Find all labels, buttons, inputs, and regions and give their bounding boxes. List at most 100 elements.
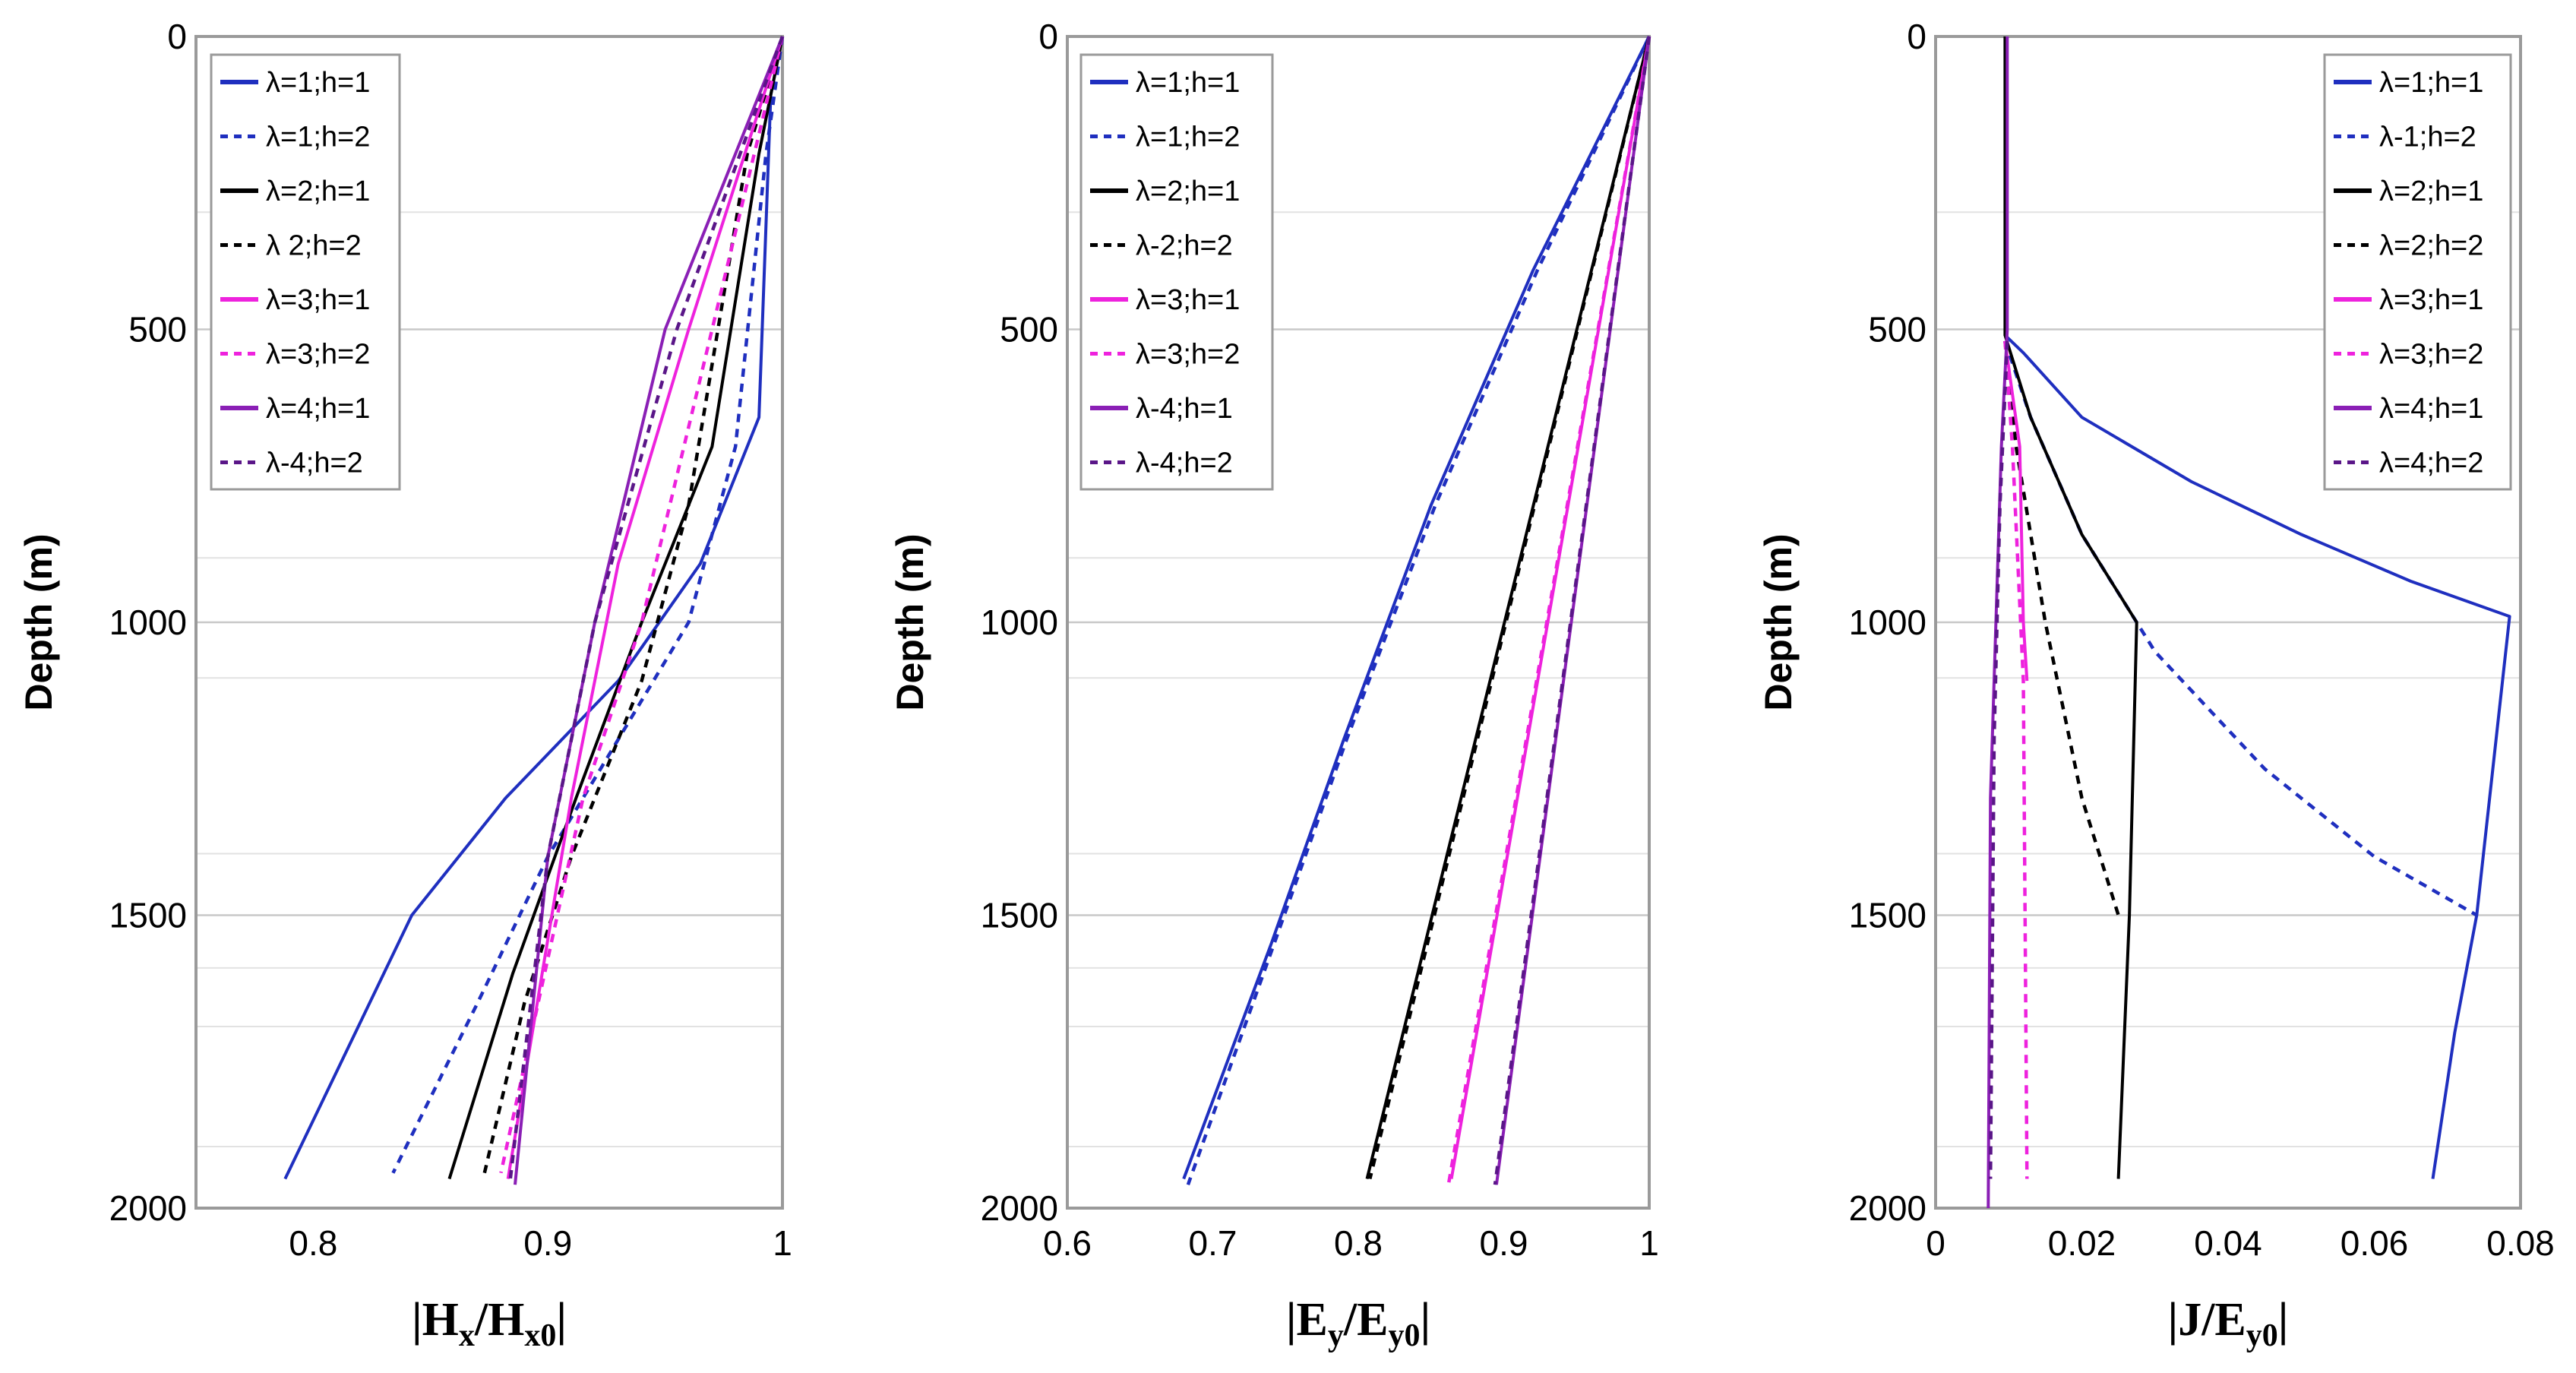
x-axis-label-part: /E	[1343, 1294, 1389, 1346]
x-axis-label-part: x0	[524, 1318, 556, 1353]
legend-entry: λ=2;h=1	[266, 176, 370, 207]
series-line-8	[1493, 36, 1651, 1185]
y-tick-label: 0	[167, 17, 187, 56]
legend-entry: λ=3;h=1	[2379, 284, 2483, 316]
x-axis-label-part: |	[1420, 1294, 1430, 1346]
x-axis-label-part: |	[2278, 1294, 2289, 1346]
legend-entry: λ=4;h=1	[2379, 393, 2483, 425]
x-tick-label: 0.08	[2486, 1223, 2555, 1263]
y-tick-label: 500	[128, 310, 187, 350]
legend-box	[1079, 53, 1274, 491]
plot-frame	[1934, 35, 2522, 1210]
series-line-5	[2003, 340, 2029, 682]
x-axis-label-part: y	[1328, 1318, 1344, 1353]
legend: λ=1;h=1 λ-1;h=2 λ=2;h=1 λ=2;h=2 λ=3;h=1 λ=3;h…	[2323, 53, 2512, 491]
legend-entry: λ=3;h=2	[2379, 339, 2483, 371]
legend-entry: λ=1;h=1	[2379, 67, 2483, 99]
x-tick-label: 0.06	[2341, 1223, 2409, 1263]
y-tick-label: 1000	[1849, 603, 1926, 642]
x-tick-label: 0.8	[1334, 1223, 1383, 1263]
x-axis-label-part: |H	[412, 1294, 459, 1346]
legend-entry: λ-4;h=2	[266, 448, 363, 479]
x-axis-label-part: x	[459, 1318, 475, 1353]
series-line-8	[508, 36, 785, 1179]
legend-entry: λ-4;h=2	[1136, 448, 1233, 479]
y-tick-label: 2000	[109, 1188, 187, 1228]
y-tick-label: 1500	[981, 896, 1058, 935]
series-line-4	[1368, 36, 1651, 1180]
legend-entry: λ=1;h=1	[1136, 67, 1240, 99]
x-axis-label-part: y0	[2246, 1318, 2278, 1353]
panel-3: 0 0.02 0.04 0.06 0.08 0 500 1000 1500 2000 Depth (…	[1757, 17, 2555, 1353]
x-axis-label-part: |E	[1286, 1294, 1328, 1346]
legend-box	[210, 53, 401, 491]
legend-entry: λ=3;h=1	[266, 284, 370, 316]
y-tick-label: 2000	[1849, 1188, 1926, 1228]
panel-1: 0.8 0.9 1 0 500 1000 1500 2000 Depth (m) |Hx/Hx0|…	[17, 17, 792, 1353]
series-line-7	[514, 36, 784, 1185]
x-axis-label-part: |J/E	[2168, 1294, 2246, 1346]
legend-entry: λ 2;h=2	[266, 230, 362, 262]
y-tick-label: 500	[1000, 310, 1058, 350]
x-axis-label-part: y0	[1388, 1318, 1420, 1353]
y-tick-label: 500	[1868, 310, 1926, 350]
x-tick-label: 0.7	[1189, 1223, 1237, 1263]
series-line-3	[1365, 36, 1651, 1179]
x-tick-label: 0.02	[2048, 1223, 2116, 1263]
panel-2: 0.6 0.7 0.8 0.9 1 0 500 1000 1500 2000 Depth (m) |E…	[889, 17, 1659, 1353]
legend-entry: λ=3;h=2	[266, 339, 370, 371]
legend-entry: λ=3;h=2	[1136, 339, 1240, 371]
x-axis-label-part: /H	[474, 1294, 524, 1346]
series-line-6	[2003, 340, 2029, 1179]
legend-entry: λ=2;h=1	[1136, 176, 1240, 207]
y-tick-label: 1000	[109, 603, 187, 642]
y-tick-label: 2000	[981, 1188, 1058, 1228]
x-tick-label: 0.6	[1043, 1223, 1092, 1263]
y-tick-label: 0	[1038, 17, 1058, 56]
x-axis-label: |Hx/Hx0|	[412, 1294, 567, 1353]
plot-frame	[194, 35, 784, 1210]
y-axis-label: Depth (m)	[889, 533, 931, 710]
legend-entry: λ-1;h=2	[2379, 122, 2476, 153]
legend: λ=1;h=1 λ=1;h=2 λ=2;h=1 λ 2;h=2 λ=3;h=1 λ=3;h…	[210, 53, 401, 491]
x-axis-label: |Ey/Ey0|	[1286, 1294, 1430, 1353]
series-line-3	[447, 36, 784, 1180]
x-axis-label-part: |	[556, 1294, 567, 1346]
legend-entry: λ=4;h=2	[2379, 448, 2483, 479]
y-tick-label: 0	[1907, 17, 1926, 56]
series-line-6	[1446, 36, 1651, 1185]
series-line-4	[2003, 340, 2120, 916]
series-line-1	[2004, 334, 2511, 1179]
y-tick-label: 1500	[109, 896, 187, 935]
series-line-5	[506, 36, 784, 1179]
legend-entry: λ-4;h=1	[1136, 393, 1233, 425]
x-tick-label: 0.9	[1480, 1223, 1528, 1263]
legend-entry: λ=1;h=2	[1136, 122, 1240, 153]
y-tick-label: 1000	[981, 603, 1058, 642]
x-tick-label: 0.9	[523, 1223, 572, 1263]
series-line-2	[1186, 36, 1651, 1185]
x-axis-label: |J/Ey0|	[2168, 1294, 2289, 1353]
legend-entry: λ=2;h=1	[2379, 176, 2483, 207]
legend-entry: λ=4;h=1	[266, 393, 370, 425]
series-line-1	[1182, 36, 1651, 1180]
x-tick-label: 1	[1639, 1223, 1659, 1263]
series-line-4	[482, 36, 785, 1174]
x-tick-label: 0.8	[289, 1223, 337, 1263]
x-tick-label: 0.04	[2194, 1223, 2262, 1263]
legend-entry: λ=3;h=1	[1136, 284, 1240, 316]
plot-frame	[1066, 35, 1651, 1210]
legend-entry: λ=2;h=2	[2379, 230, 2483, 262]
series-line-3	[2003, 36, 2138, 1179]
legend: λ=1;h=1 λ=1;h=2 λ=2;h=1 λ-2;h=2 λ=3;h=1 λ=3;h…	[1079, 53, 1274, 491]
y-axis-label: Depth (m)	[1757, 533, 1800, 710]
y-tick-label: 1500	[1849, 896, 1926, 935]
legend-entry: λ=1;h=2	[266, 122, 370, 153]
series-line-1	[283, 36, 784, 1180]
series-line-8	[1988, 340, 2009, 1179]
x-tick-label: 1	[773, 1223, 792, 1263]
legend-entry: λ=1;h=1	[266, 67, 370, 99]
legend-box	[2323, 53, 2512, 491]
legend-entry: λ-2;h=2	[1136, 230, 1233, 262]
